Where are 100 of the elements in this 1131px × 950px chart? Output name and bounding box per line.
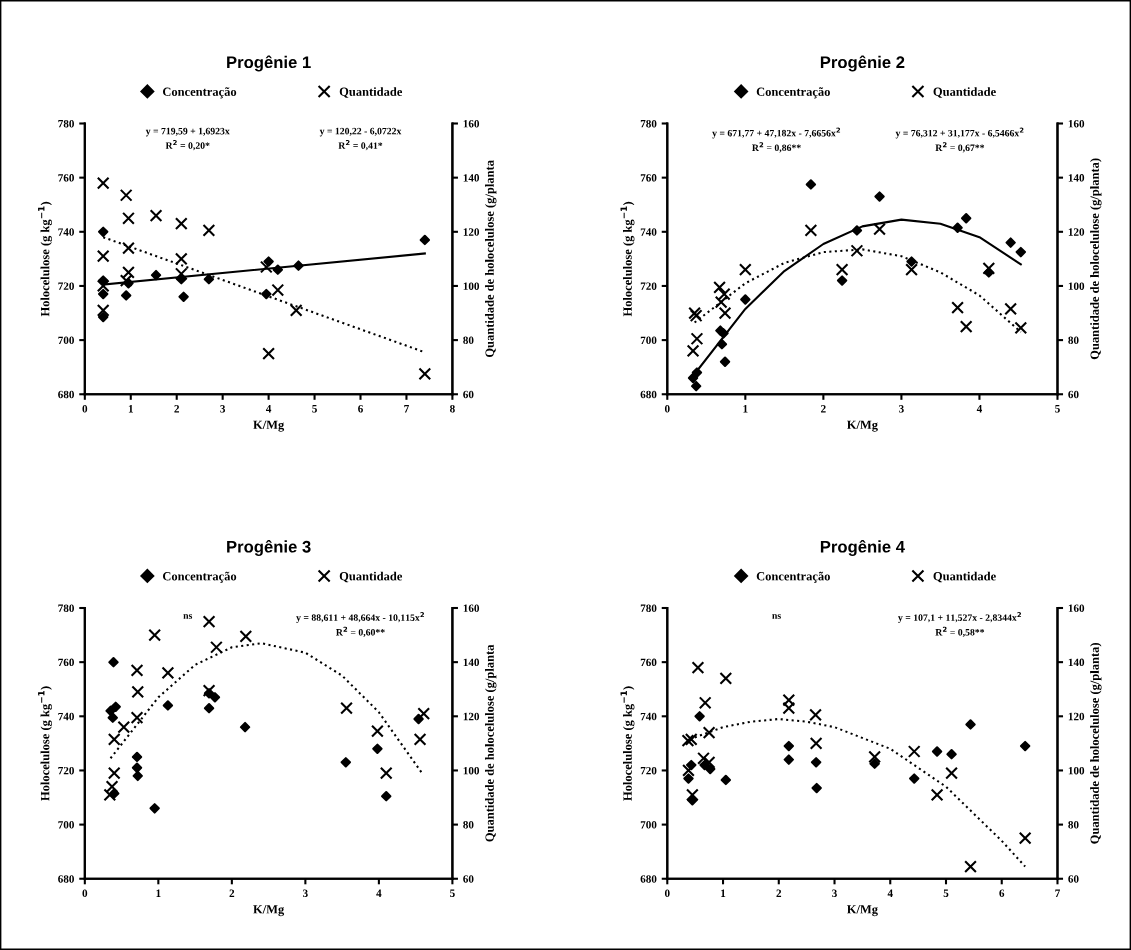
- y-tick-label: 680: [640, 875, 657, 883]
- x-tick-label: 4: [976, 405, 983, 413]
- point: [740, 294, 751, 305]
- point: [810, 757, 822, 768]
- point: [103, 788, 117, 802]
- y-tick-label: 760: [640, 174, 657, 182]
- point: [931, 746, 943, 757]
- y-tick-label: 700: [58, 336, 74, 345]
- point: [371, 724, 384, 738]
- point: [289, 303, 303, 317]
- x-axis-title: K/Mg: [253, 420, 285, 432]
- point: [719, 671, 733, 685]
- point: [131, 762, 143, 773]
- x-tick-label: 0: [82, 404, 88, 413]
- x-tick-label: 3: [832, 889, 837, 897]
- y-tick-label: 700: [640, 821, 657, 829]
- point: [107, 766, 121, 780]
- text: y = 88,611 + 48,664x - 10,115x$^{2}$ R$^{2}$ = 0,60**: [296, 612, 425, 637]
- x-tick-label: 4: [265, 405, 272, 413]
- y-axis-title: Holocelulose (g kg$^{−1}$): [38, 686, 52, 801]
- y2-tick-label: 80: [463, 336, 474, 345]
- point: [691, 367, 703, 378]
- y2-tick-label: 60: [463, 875, 474, 883]
- annotation: y = 120,22 - 6,0722x R$^{2}$ = 0,41*: [319, 127, 402, 151]
- point: [682, 764, 695, 777]
- chart-title: Progênie 2: [820, 55, 905, 72]
- y-tick-label: 700: [58, 821, 74, 829]
- legend-label: Concentração: [162, 571, 237, 583]
- point: [110, 701, 121, 713]
- y-axis-title: Holocelulose (g kg$^{−1}$): [38, 201, 52, 317]
- annotation: y = 719,59 + 1,6923x R$^{2}$ = 0,20*: [145, 127, 230, 151]
- point: [698, 696, 712, 710]
- y2-tick-label: 140: [1068, 658, 1085, 667]
- y-tick-label: 780: [58, 119, 74, 128]
- point: [131, 685, 145, 699]
- point: [714, 295, 728, 309]
- point: [697, 751, 710, 765]
- y-tick-label: 760: [58, 174, 74, 182]
- point: [131, 751, 143, 763]
- x-tick-label: 0: [82, 889, 88, 897]
- y-tick-label: 780: [640, 604, 657, 612]
- point: [965, 719, 976, 730]
- point: [1004, 302, 1018, 316]
- y-tick-label: 720: [58, 766, 74, 775]
- y-tick-label: 780: [58, 604, 74, 612]
- point: [869, 758, 880, 769]
- point: [417, 707, 431, 721]
- y2-axis-title: Quantidade de holocelulose (g/planta: [485, 160, 497, 358]
- point: [419, 234, 431, 246]
- point: [907, 745, 921, 758]
- point: [259, 260, 273, 274]
- x-tick-label: 5: [1055, 405, 1060, 413]
- point: [209, 692, 221, 703]
- point: [873, 222, 886, 236]
- x-tick-label: 2: [174, 405, 180, 413]
- point: [96, 303, 110, 317]
- point: [782, 693, 796, 707]
- point: [262, 347, 276, 361]
- x-tick-label: 3: [220, 405, 226, 413]
- point: [690, 380, 702, 392]
- point: [162, 700, 174, 711]
- point: [120, 290, 132, 301]
- point: [122, 241, 135, 255]
- point: [381, 790, 392, 802]
- point: [261, 288, 272, 300]
- x-tick-label: 4: [887, 889, 893, 897]
- x-tick-label: 6: [999, 889, 1005, 897]
- point: [951, 301, 965, 315]
- y2-tick-label: 140: [463, 174, 480, 182]
- point: [930, 788, 944, 802]
- y-tick-label: 760: [58, 658, 74, 667]
- y-tick-label: 760: [640, 658, 657, 667]
- point: [946, 749, 957, 760]
- point: [909, 773, 920, 784]
- x-axis-title: K/Mg: [253, 905, 285, 917]
- point: [804, 224, 818, 237]
- point: [851, 225, 863, 236]
- legend-label: Concentração: [756, 87, 830, 99]
- x-tick-label: 7: [1055, 889, 1060, 897]
- point: [132, 770, 143, 782]
- y2-tick-label: 120: [1068, 712, 1085, 721]
- y2-tick-label: 80: [463, 821, 474, 829]
- annotation: ns: [772, 614, 781, 619]
- point: [174, 252, 188, 266]
- y2-tick-label: 160: [1068, 604, 1085, 612]
- point: [809, 736, 823, 750]
- x-tick-label: 1: [128, 405, 133, 413]
- point: [119, 188, 133, 202]
- point: [782, 701, 796, 715]
- point: [293, 260, 304, 271]
- x-tick-label: 5: [450, 889, 455, 897]
- point: [107, 732, 121, 746]
- text: y = 76,312 + 31,177x - 6,5466x$^{2}$ R$^{2}$ = 0,67**: [895, 127, 1024, 153]
- point: [178, 291, 189, 302]
- point: [705, 763, 716, 775]
- point: [174, 217, 188, 231]
- y2-tick-label: 60: [1068, 875, 1079, 883]
- point: [811, 782, 822, 794]
- text: y = 107,1 + 11,527x - 2,8344x$^{2}$ R$^{2}$ = 0,58**: [898, 612, 1022, 637]
- y-tick-label: 680: [640, 390, 657, 399]
